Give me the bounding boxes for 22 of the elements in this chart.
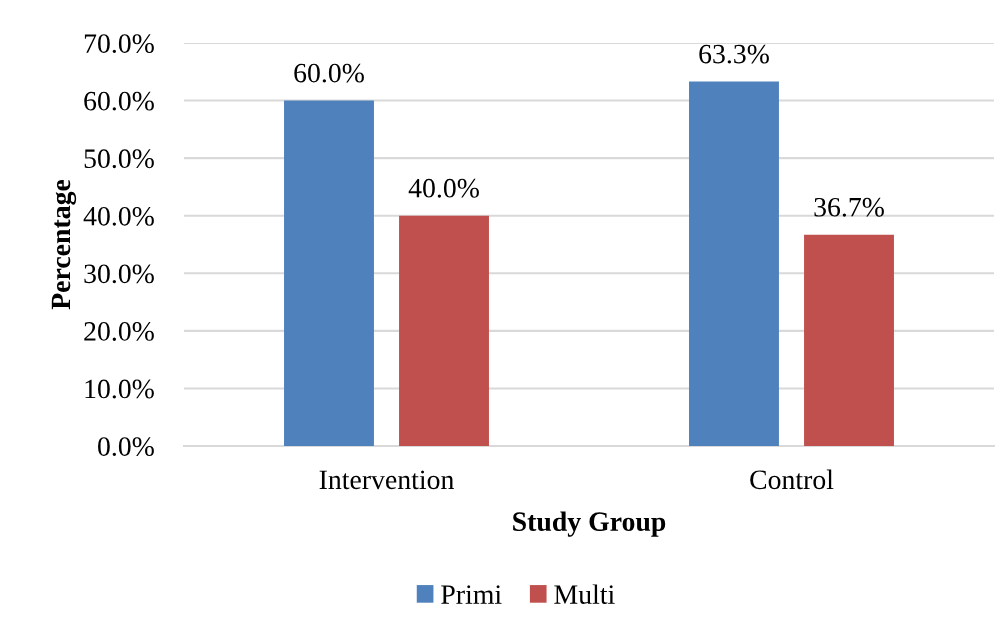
y-tick-label: 10.0% [85,379,154,399]
bar [689,81,779,446]
x-tick-label: Intervention [319,470,454,490]
y-tick-label: 20.0% [84,322,154,341]
y-tick-label: 30.0% [84,264,154,284]
legend-label: Multi [554,584,615,604]
data-label: 60.0% [294,63,364,83]
legend-label: Primi [441,585,502,604]
y-tick-label: 60.0% [84,91,154,111]
x-axis-title: Study Group [513,511,666,537]
data-label: 36.7% [814,197,884,217]
y-tick-label: 40.0% [83,206,154,226]
data-label: 63.3% [699,44,769,64]
bar [804,234,894,446]
data-label: 40.0% [408,178,479,198]
y-axis-title: Percentage [51,179,77,310]
bar [284,100,374,446]
y-tick-label: 70.0% [84,34,154,54]
y-tick-label: 0.0% [98,437,154,457]
x-tick-label: Control [750,469,834,490]
y-tick-label: 50.0% [84,149,154,169]
bar [399,215,489,446]
